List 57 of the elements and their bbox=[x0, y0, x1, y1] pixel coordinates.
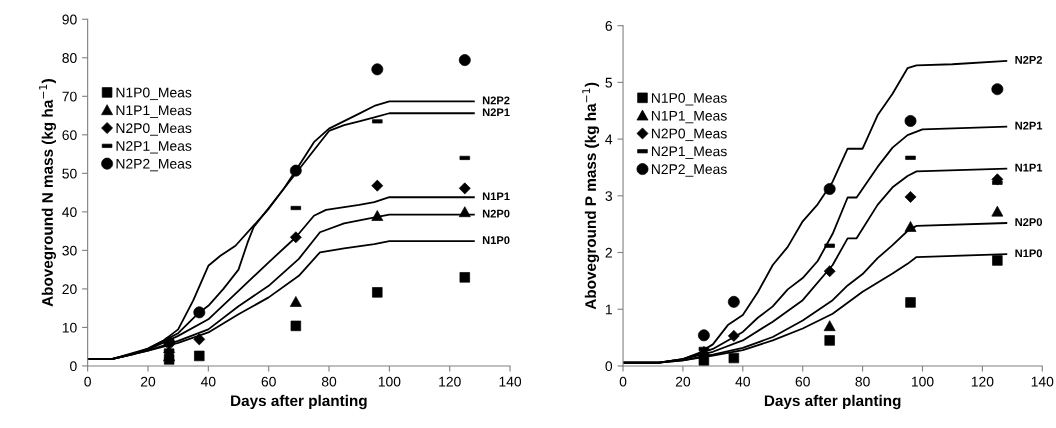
series-label: N1P1 bbox=[482, 192, 510, 201]
legend-label: N2P2_Meas bbox=[651, 164, 727, 177]
legend-label: N1P1_Meas bbox=[116, 105, 192, 118]
x-tick-label: 20 bbox=[140, 376, 156, 387]
y-tick-label: 30 bbox=[62, 245, 77, 256]
y-tick-label: 4 bbox=[605, 134, 613, 145]
x-tick-label: 100 bbox=[378, 376, 401, 387]
y-tick-label: 1 bbox=[605, 304, 612, 315]
legend-label: N2P0_Meas bbox=[651, 128, 727, 142]
x-tick-label: 120 bbox=[971, 376, 994, 387]
y-tick-label: 80 bbox=[62, 53, 77, 63]
x-tick-label: 20 bbox=[675, 376, 691, 387]
y-tick-label: 0 bbox=[605, 361, 613, 372]
x-tick-label: 0 bbox=[84, 376, 91, 387]
y-tick-label: 0 bbox=[70, 361, 77, 372]
y-tick-label: 10 bbox=[62, 322, 77, 333]
legend-label: N1P0_Meas bbox=[651, 92, 727, 106]
y-axis-title: Aboveground N mass (kg ha$^{−1}$) bbox=[39, 79, 56, 307]
y-tick-label: 2 bbox=[605, 247, 612, 258]
x-tick-label: 40 bbox=[200, 376, 216, 387]
x-tick-label: 80 bbox=[855, 376, 870, 387]
y-tick-label: 6 bbox=[605, 21, 613, 31]
y-tick-label: 70 bbox=[62, 91, 77, 102]
series-label: N1P0 bbox=[1015, 249, 1043, 258]
y-axis-title: Aboveground P mass (kg ha$^{−1}$) bbox=[582, 82, 600, 310]
x-axis-title: Days after planting bbox=[764, 394, 901, 410]
x-tick-label: 60 bbox=[795, 376, 810, 387]
y-tick-label: 5 bbox=[605, 77, 613, 88]
legend-label: N2P1_Meas bbox=[651, 146, 727, 159]
x-tick-label: 140 bbox=[1031, 376, 1054, 387]
x-tick-label: 100 bbox=[911, 376, 934, 387]
y-tick-label: 60 bbox=[62, 130, 77, 140]
series-label: N2P1 bbox=[1015, 121, 1043, 130]
x-tick-label: 80 bbox=[321, 376, 337, 387]
x-tick-label: 120 bbox=[439, 376, 461, 387]
legend-label: N2P2_Meas bbox=[116, 158, 192, 172]
y-tick-label: 90 bbox=[62, 14, 77, 25]
legend-label: N2P0_Meas bbox=[116, 123, 192, 136]
y-tick-label: 50 bbox=[62, 168, 77, 179]
series-label: N1P1 bbox=[1015, 163, 1043, 172]
x-tick-label: 40 bbox=[735, 376, 750, 387]
series-label: N1P0 bbox=[482, 236, 510, 245]
legend-label: N1P0_Meas bbox=[116, 87, 192, 101]
legend-label: N2P1_Meas bbox=[116, 141, 192, 154]
y-tick-label: 3 bbox=[605, 191, 613, 201]
series-label: N2P1 bbox=[482, 108, 510, 117]
series-label: N2P0 bbox=[482, 209, 510, 218]
series-label: N2P2 bbox=[1015, 55, 1043, 64]
y-tick-label: 20 bbox=[62, 284, 77, 295]
x-tick-label: 0 bbox=[619, 376, 627, 387]
x-axis-title: Days after planting bbox=[231, 394, 367, 410]
y-tick-label: 40 bbox=[62, 207, 77, 218]
series-label: N2P0 bbox=[1015, 218, 1043, 227]
legend-label: N1P1_Meas bbox=[651, 110, 727, 124]
x-tick-label: 140 bbox=[499, 376, 522, 387]
x-tick-label: 60 bbox=[261, 376, 276, 387]
series-label: N2P2 bbox=[482, 96, 510, 105]
